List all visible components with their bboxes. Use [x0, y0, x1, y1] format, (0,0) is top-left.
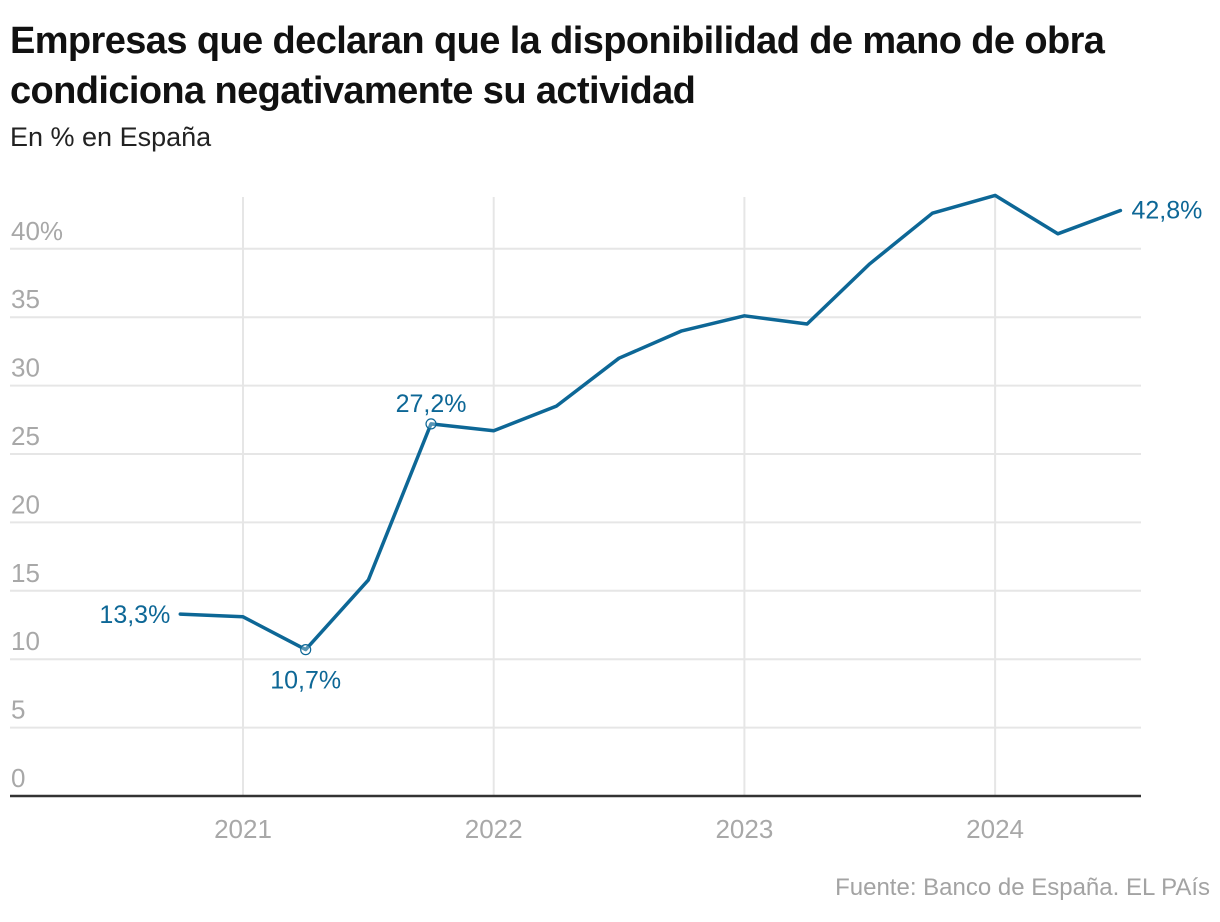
data-point — [492, 429, 496, 433]
data-point — [993, 193, 997, 197]
series-line — [178, 193, 1123, 652]
chart-subtitle: En % en España — [10, 122, 212, 152]
data-point — [742, 314, 746, 318]
x-tick-label: 2022 — [465, 814, 523, 844]
data-point — [1056, 232, 1060, 236]
series-group — [178, 193, 1123, 652]
data-point — [366, 578, 370, 582]
data-label: 42,8% — [1131, 196, 1202, 224]
chart-title: Empresas que declaran que la disponibili… — [10, 20, 1105, 112]
data-point — [805, 322, 809, 326]
data-label: 13,3% — [99, 601, 170, 629]
horizontal-gridlines — [10, 247, 1141, 729]
x-tick-label: 2021 — [214, 814, 272, 844]
y-tick-label: 0 — [11, 763, 25, 793]
y-tick-label: 10 — [11, 626, 40, 656]
data-point — [617, 356, 621, 360]
data-label: 10,7% — [270, 667, 341, 695]
y-tick-label: 20 — [11, 489, 40, 519]
y-tick-label: 25 — [11, 421, 40, 451]
data-point — [554, 404, 558, 408]
y-tick-label: 35 — [11, 284, 40, 314]
x-axis-ticks: 2021 2022 2023 2024 — [214, 814, 1024, 844]
data-label: 27,2% — [396, 390, 467, 418]
data-point — [680, 329, 684, 333]
y-tick-label: 5 — [11, 695, 25, 725]
data-point — [178, 612, 182, 616]
y-tick-label: 30 — [11, 353, 40, 383]
data-point — [930, 211, 934, 215]
source-note: Fuente: Banco de España. EL PAís — [835, 874, 1210, 901]
y-tick-label: 15 — [11, 558, 40, 588]
annotations-group: 13,3% 10,7% 27,2% 42,8% — [99, 196, 1202, 694]
y-tick-label: 40% — [11, 216, 63, 246]
data-point — [1118, 208, 1122, 212]
highlight-marker — [300, 644, 312, 656]
highlight-marker — [425, 418, 437, 430]
y-axis-ticks: 0 5 10 15 20 25 30 35 40% — [11, 216, 63, 793]
x-tick-label: 2023 — [715, 814, 773, 844]
x-tick-label: 2024 — [966, 814, 1024, 844]
data-point — [868, 262, 872, 266]
data-point — [241, 615, 245, 619]
vertical-gridlines — [242, 197, 997, 796]
